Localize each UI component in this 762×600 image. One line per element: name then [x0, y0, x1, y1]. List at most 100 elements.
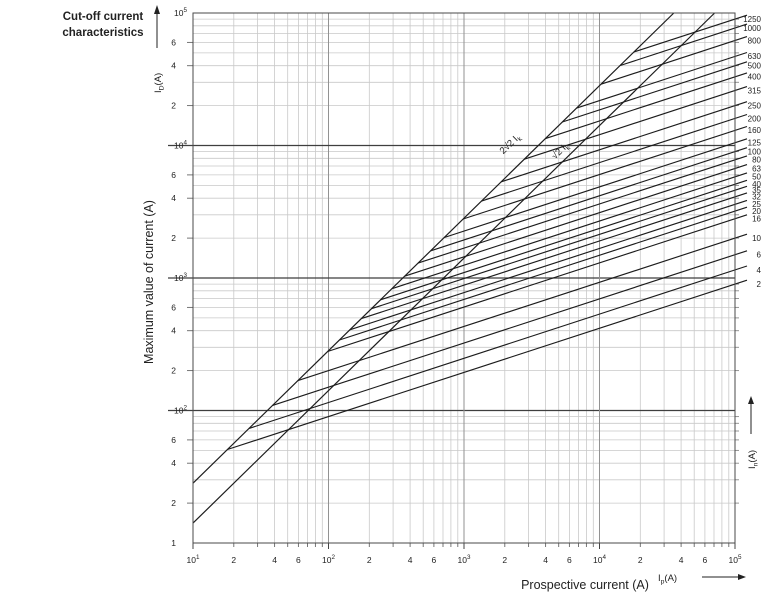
rating-line-40	[380, 179, 748, 301]
right-axis-arrow-icon	[748, 396, 754, 434]
rating-line-800	[600, 36, 748, 85]
y-tick-label: 105	[174, 7, 187, 18]
x-tick-label: 2	[502, 555, 507, 565]
rating-label-6: 6	[757, 251, 762, 260]
envelope-label-2sqrt2: 2√2 Ik	[498, 131, 525, 157]
x-tick-label: 6	[703, 555, 708, 565]
rating-label-20: 20	[752, 207, 761, 216]
rating-line-250	[501, 101, 748, 183]
rating-label-400: 400	[748, 73, 762, 82]
right-axis-symbol: In(A)	[747, 450, 760, 469]
x-tick-label: 4	[272, 555, 277, 565]
x-tick-label: 101	[187, 554, 200, 565]
y-tick-label: 2	[171, 498, 176, 508]
x-tick-label: 6	[296, 555, 301, 565]
rating-line-125	[444, 138, 748, 239]
y-tick-label: 2	[171, 233, 176, 243]
y-axis-symbol: ID(A)	[153, 73, 166, 93]
x-axis-arrow-icon	[702, 574, 746, 580]
x-tick-labels: 101 2 4 6 102 2 4 6 103 2 4 6 104 2 4 6 105	[187, 554, 742, 565]
rating-label-160: 160	[748, 126, 762, 135]
rating-label-50: 50	[752, 173, 761, 182]
rating-line-63	[404, 164, 748, 277]
y-tick-label: 4	[171, 458, 176, 468]
rating-label-630: 630	[748, 52, 762, 61]
rating-label-80: 80	[752, 156, 761, 165]
rating-label-1250: 1250	[743, 15, 761, 24]
y-tick-label: 1	[171, 538, 176, 548]
rating-label-200: 200	[748, 114, 762, 123]
x-axis-label: Prospective current (A)	[521, 578, 649, 592]
x-tick-label: 105	[729, 554, 742, 565]
y-axis-arrow-icon	[154, 5, 160, 48]
x-tick-label: 4	[543, 555, 548, 565]
y-tick-label: 6	[171, 435, 176, 445]
y-tick-label: 4	[171, 193, 176, 203]
rating-label-125: 125	[748, 139, 762, 148]
rating-line-1000	[620, 23, 748, 67]
rating-line-25	[349, 199, 748, 331]
y-tick-labels: 105 6 4 2 104 6 4 2 103 6 4 2 102 6 4 2 1	[171, 7, 187, 548]
plot-frame	[192, 12, 736, 544]
rating-label-63: 63	[752, 164, 761, 173]
x-tick-label: 2	[231, 555, 236, 565]
y-tick-label: 4	[171, 326, 176, 336]
y-tick-label: 6	[171, 37, 176, 47]
y-tick-label: 2	[171, 366, 176, 376]
rating-labels: 1250100080063050040031525020016012510080…	[743, 15, 761, 289]
y-tick-label: 6	[171, 170, 176, 180]
y-tick-label: 103	[174, 272, 187, 283]
rating-line-32	[361, 192, 748, 320]
rating-label-250: 250	[748, 101, 762, 110]
y-axis-label: Maximum value of current (A)	[142, 200, 156, 364]
rating-line-20	[339, 206, 748, 341]
rating-line-50	[391, 172, 748, 290]
rating-line-2	[227, 279, 748, 451]
rating-label-500: 500	[748, 62, 762, 71]
rating-label-2: 2	[757, 280, 762, 289]
x-tick-label: 2	[367, 555, 372, 565]
rating-label-25: 25	[752, 200, 761, 209]
rating-label-315: 315	[748, 86, 762, 95]
rating-line-200	[481, 113, 748, 202]
rating-line-6	[272, 250, 748, 406]
rating-line-16	[327, 214, 748, 353]
x-tick-label: 4	[679, 555, 684, 565]
rating-line-500	[562, 61, 748, 123]
rating-line-315	[524, 86, 748, 160]
x-tick-label: 6	[432, 555, 437, 565]
rating-label-16: 16	[752, 215, 761, 224]
x-tick-label: 102	[322, 554, 335, 565]
rating-label-100: 100	[748, 147, 762, 156]
y-tick-label: 6	[171, 302, 176, 312]
rating-line-35	[371, 185, 748, 310]
y-tick-label: 102	[174, 405, 187, 416]
rating-label-1000: 1000	[743, 24, 761, 33]
grid-layer	[168, 13, 735, 543]
rating-line-1250	[633, 14, 748, 53]
rating-label-800: 800	[748, 36, 762, 45]
y-tick-label: 104	[174, 140, 187, 151]
x-tick-label: 103	[458, 554, 471, 565]
rating-line-630	[576, 51, 748, 109]
x-tick-label: 4	[408, 555, 413, 565]
x-tick-label: 2	[638, 555, 643, 565]
x-tick-label: 104	[593, 554, 606, 565]
chart-title-line2: characteristics	[62, 27, 143, 39]
rating-label-35: 35	[752, 186, 761, 195]
y-tick-label: 4	[171, 61, 176, 71]
rating-label-10: 10	[752, 234, 761, 243]
rating-label-4: 4	[757, 266, 762, 275]
rating-label-32: 32	[752, 193, 761, 202]
rating-line-160	[462, 125, 748, 220]
tick-layer	[187, 18, 739, 549]
rating-line-80	[417, 155, 748, 264]
x-tick-label: 6	[567, 555, 572, 565]
y-tick-label: 2	[171, 101, 176, 111]
rating-line-100	[430, 147, 748, 252]
curve-layer	[192, 12, 748, 524]
chart-title-line1: Cut-off current	[63, 11, 144, 23]
rating-line-10	[297, 233, 748, 382]
